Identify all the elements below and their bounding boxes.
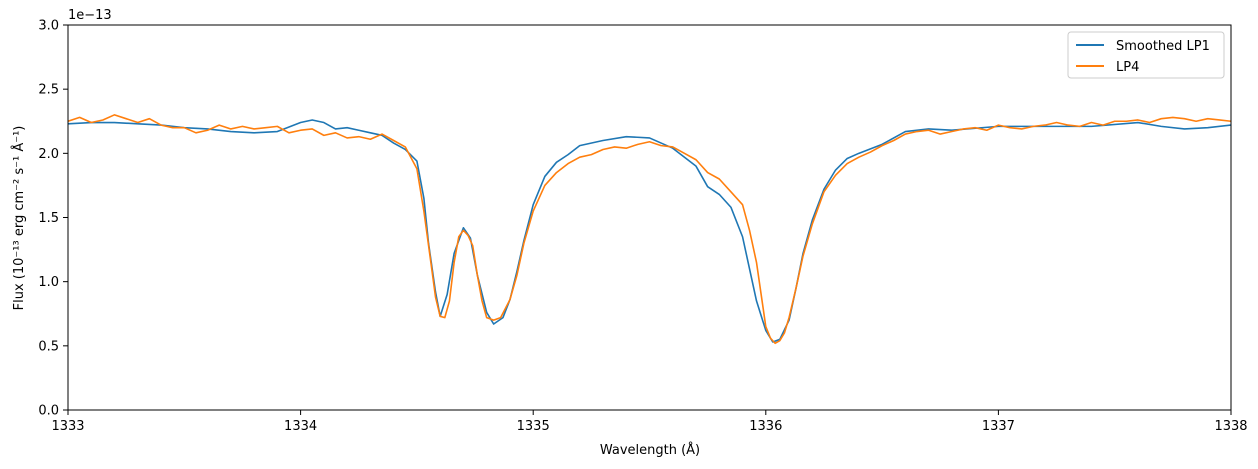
y-axis-label: Flux (10⁻¹³ erg cm⁻² s⁻¹ Å⁻¹) [11,126,27,311]
legend: Smoothed LP1 LP4 [1067,31,1225,79]
x-tick-label: 1338 [1214,419,1247,434]
x-tick-label: 1333 [51,419,84,434]
legend-label-1: LP4 [1116,60,1139,75]
x-axis-label: Wavelength (Å) [600,442,700,458]
series-line-0 [68,119,1231,343]
y-tick-label: 1.0 [38,275,59,290]
y-tick-label: 3.0 [38,19,59,34]
y-tick-label: 0.5 [38,339,59,354]
y-tick-label: 1.5 [38,211,59,226]
x-tick-label: 1337 [982,419,1015,434]
y-tick-label: 2.5 [38,83,59,98]
y-offset-label: 1e−13 [68,8,112,23]
x-tick-label: 1334 [284,419,317,434]
x-tick-label: 1336 [749,419,782,434]
plot-frame [67,24,1232,411]
y-tick-label: 0.0 [38,404,59,419]
axes: 1333 1334 1335 1336 1337 1338 0.0 0.5 1.0 1.5 2.0 2… [38,19,1247,435]
series-line-1 [68,114,1231,345]
plot-area [68,114,1231,345]
legend-box [1067,31,1225,79]
x-tick-label: 1335 [517,419,550,434]
y-tick-label: 2.0 [38,147,59,162]
legend-label-0: Smoothed LP1 [1116,39,1210,54]
